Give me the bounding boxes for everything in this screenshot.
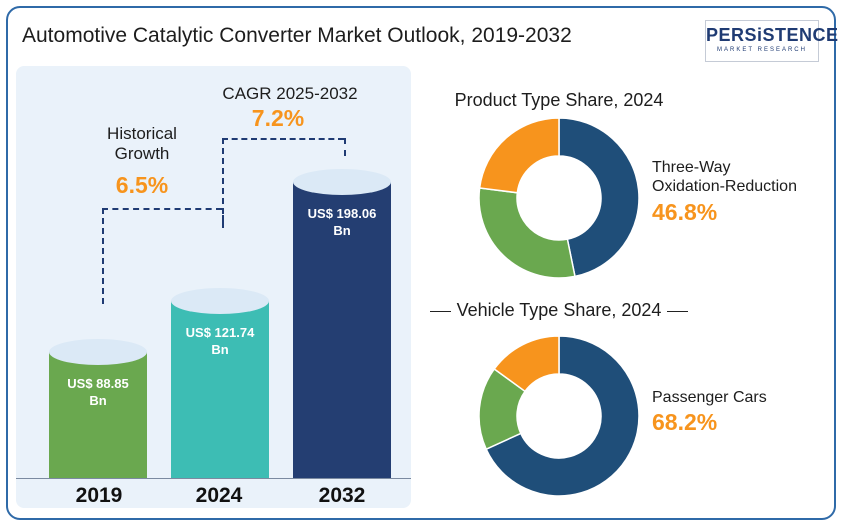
cagr-value: 7.2% [251,105,305,131]
donut-slice [493,335,560,393]
bar-2024: US$ 121.74 Bn [171,288,269,478]
vehicle-highlight-value: 68.2% [652,409,718,435]
historical-label-line2: Growth [114,144,170,163]
donut-slice [485,335,640,497]
bar-value-label: US$ 88.85 Bn [49,375,147,409]
bar-value-amount: US$ 198.06 [307,206,377,222]
vehicle-type-donut [478,335,640,497]
bar-value-unit: Bn [333,223,351,239]
bar-2032: US$ 198.06 Bn [293,169,391,478]
historical-connector-top [102,208,222,210]
logo-wordmark: PERSiSTENCE [706,25,839,45]
cagr-connector-right [344,138,346,156]
vehicle-share-title: Vehicle Type Share, 2024 [429,300,689,321]
cagr-label: CAGR 2025-2032 [222,84,358,103]
donut-slice [478,117,560,194]
historical-growth-value: 6.5% [115,172,169,198]
bar-value-unit: Bn [89,393,107,409]
cagr-connector-left [222,138,224,224]
bar-body [49,352,147,478]
bar-cap [171,288,269,315]
x-tick-label-2032: 2032 [318,484,366,507]
product-type-donut [478,117,640,279]
bar-chart-baseline [16,478,411,479]
page-title: Automotive Catalytic Converter Market Ou… [22,24,572,47]
bar-value-unit: Bn [211,342,229,358]
donut-slice [478,187,576,279]
donut-slice [558,117,640,278]
bar-value-amount: US$ 121.74 [185,325,255,341]
product-share-title: Product Type Share, 2024 [429,90,689,111]
x-tick-label-2024: 2024 [195,484,243,507]
historical-connector-left [102,208,104,304]
product-share-title-text: Product Type Share, 2024 [448,90,670,110]
historical-label-line1: Historical [107,124,177,143]
vehicle-highlight-label: Passenger Cars [652,389,767,406]
bar-value-label: US$ 198.06 Bn [293,205,391,239]
bar-cap [49,339,147,366]
vehicle-share-title-text: Vehicle Type Share, 2024 [450,300,668,320]
bar-value-amount: US$ 88.85 [67,376,129,392]
bar-2019: US$ 88.85 Bn [49,339,147,478]
product-highlight-line2: Oxidation-Reduction [652,178,797,195]
cagr-connector-top [222,138,344,140]
logo-tagline: MARKET RESEARCH [717,47,807,53]
bar-cap [293,169,391,196]
brand-logo: PERSiSTENCE MARKET RESEARCH [705,20,839,62]
x-tick-label-2019: 2019 [75,484,123,507]
bar-body [171,301,269,478]
bar-body [293,182,391,478]
product-highlight-label: Three-Way Oxidation-Reduction [652,158,797,196]
bar-value-label: US$ 121.74 Bn [171,324,269,358]
product-highlight-value: 46.8% [652,199,718,225]
product-highlight-line1: Three-Way [652,159,731,176]
historical-growth-label: Historical Growth [82,124,202,164]
